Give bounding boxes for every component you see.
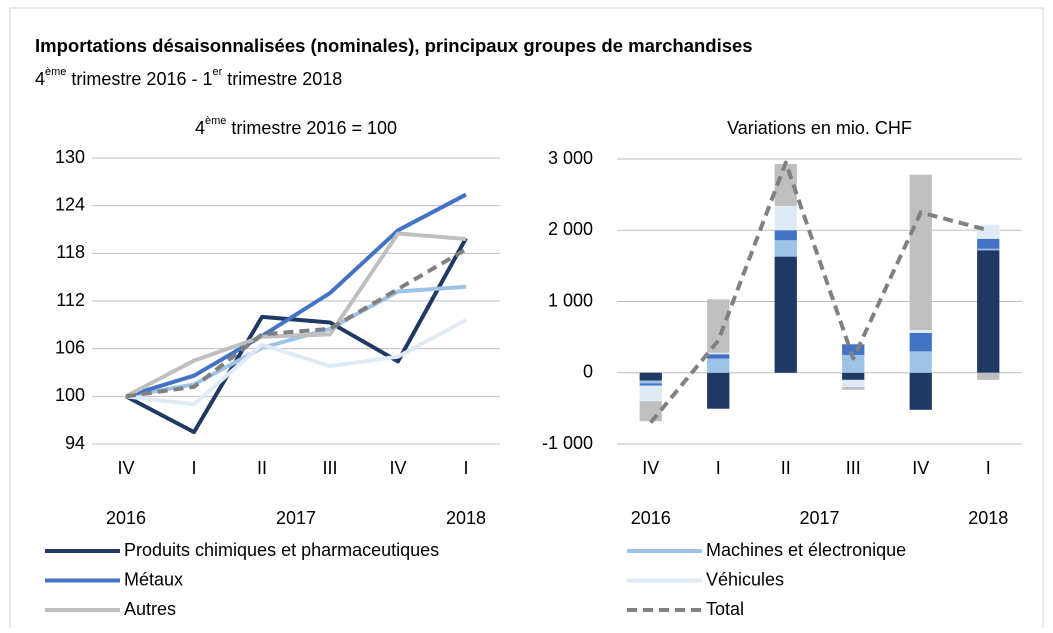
bar-segment <box>774 256 797 373</box>
bar-segment <box>707 358 730 373</box>
x-tick-label: II <box>257 458 267 478</box>
x-group-label: 2017 <box>276 508 316 528</box>
bar-segment <box>909 372 932 410</box>
x-tick-label: III <box>846 458 861 478</box>
bar-segment <box>842 344 865 355</box>
x-tick-label: IV <box>117 458 134 478</box>
x-tick-label: I <box>191 458 196 478</box>
y-tick-label: -1 000 <box>542 433 593 453</box>
bar-segment <box>977 372 1000 380</box>
x-tick-label: IV <box>912 458 929 478</box>
chart-title: Importations désaisonnalisées (nominales… <box>35 35 753 56</box>
panel-subtitle-part: ème <box>205 115 226 127</box>
x-group-label: 2016 <box>631 508 671 528</box>
bar-segment <box>707 354 730 359</box>
bar-segment <box>977 250 1000 373</box>
bar-segment <box>639 383 662 386</box>
x-tick-label: IV <box>389 458 406 478</box>
x-group-label: 2016 <box>106 508 146 528</box>
series-line <box>125 192 467 399</box>
subtitle-part: trimestre 2016 - 1 <box>66 69 212 89</box>
legend-label: Machines et électronique <box>706 540 906 560</box>
bar-segment <box>909 332 932 352</box>
subtitle-part: er <box>212 66 222 78</box>
bar-segment <box>774 206 797 231</box>
y-tick-label: 124 <box>55 194 85 214</box>
bar-segment <box>639 401 662 422</box>
bar-segment <box>707 352 730 355</box>
x-tick-label: I <box>716 458 721 478</box>
x-group-label: 2018 <box>446 508 486 528</box>
bar-segment <box>842 372 865 380</box>
legend-label: Total <box>706 599 744 619</box>
bar-segment <box>909 351 932 373</box>
bar-segment <box>774 230 797 241</box>
y-tick-label: 2 000 <box>548 219 593 239</box>
bar-segment <box>977 248 1000 251</box>
panel-subtitle-part: trimestre 2016 = 100 <box>226 118 397 138</box>
x-tick-label: III <box>322 458 337 478</box>
bar-segment <box>639 385 662 402</box>
bar-segment <box>842 387 865 390</box>
y-tick-label: 130 <box>55 147 85 167</box>
frame <box>9 7 1044 633</box>
y-tick-label: 0 <box>583 362 593 382</box>
legend-label: Autres <box>124 599 176 619</box>
bar-segment <box>842 354 865 373</box>
bar-segment <box>639 380 662 384</box>
y-tick-label: 1 000 <box>548 290 593 310</box>
panel-subtitle-part: Variations en mio. CHF <box>727 118 912 138</box>
y-tick-label: 3 000 <box>548 148 593 168</box>
x-tick-label: I <box>986 458 991 478</box>
bar-segment <box>842 379 865 387</box>
y-tick-label: 118 <box>56 242 85 262</box>
y-tick-label: 94 <box>65 433 85 453</box>
y-tick-label: 112 <box>56 290 85 310</box>
panel-subtitle: 4ème trimestre 2016 = 100 <box>195 115 397 138</box>
bar-segment <box>909 330 932 333</box>
bar-segment <box>707 372 730 409</box>
bar-segment <box>774 240 797 257</box>
legend-label: Métaux <box>124 569 183 589</box>
y-tick-label: 106 <box>55 337 85 357</box>
bar-segment <box>977 238 1000 249</box>
bar-segment <box>707 299 730 353</box>
series-line <box>125 318 467 407</box>
panel-subtitle: Variations en mio. CHF <box>727 118 912 138</box>
series-line <box>125 247 468 399</box>
x-group-label: 2017 <box>799 508 839 528</box>
x-group-label: 2018 <box>968 508 1008 528</box>
x-tick-label: II <box>781 458 791 478</box>
y-tick-label: 100 <box>55 385 85 405</box>
subtitle-part: ème <box>45 66 66 78</box>
bar-segment <box>909 174 932 330</box>
subtitle-part: 4 <box>35 69 45 89</box>
series-line <box>125 237 468 435</box>
subtitle-part: trimestre 2018 <box>222 69 342 89</box>
bar-segment <box>639 372 662 381</box>
subtitle: 4ème trimestre 2016 - 1er trimestre 2018 <box>35 66 342 89</box>
legend-label: Véhicules <box>706 569 784 589</box>
legend-label: Produits chimiques et pharmaceutiques <box>124 540 439 560</box>
x-tick-label: I <box>463 458 468 478</box>
x-tick-label: IV <box>642 458 659 478</box>
panel-subtitle-part: 4 <box>195 118 205 138</box>
series-line <box>125 231 467 399</box>
series-line <box>649 160 989 424</box>
